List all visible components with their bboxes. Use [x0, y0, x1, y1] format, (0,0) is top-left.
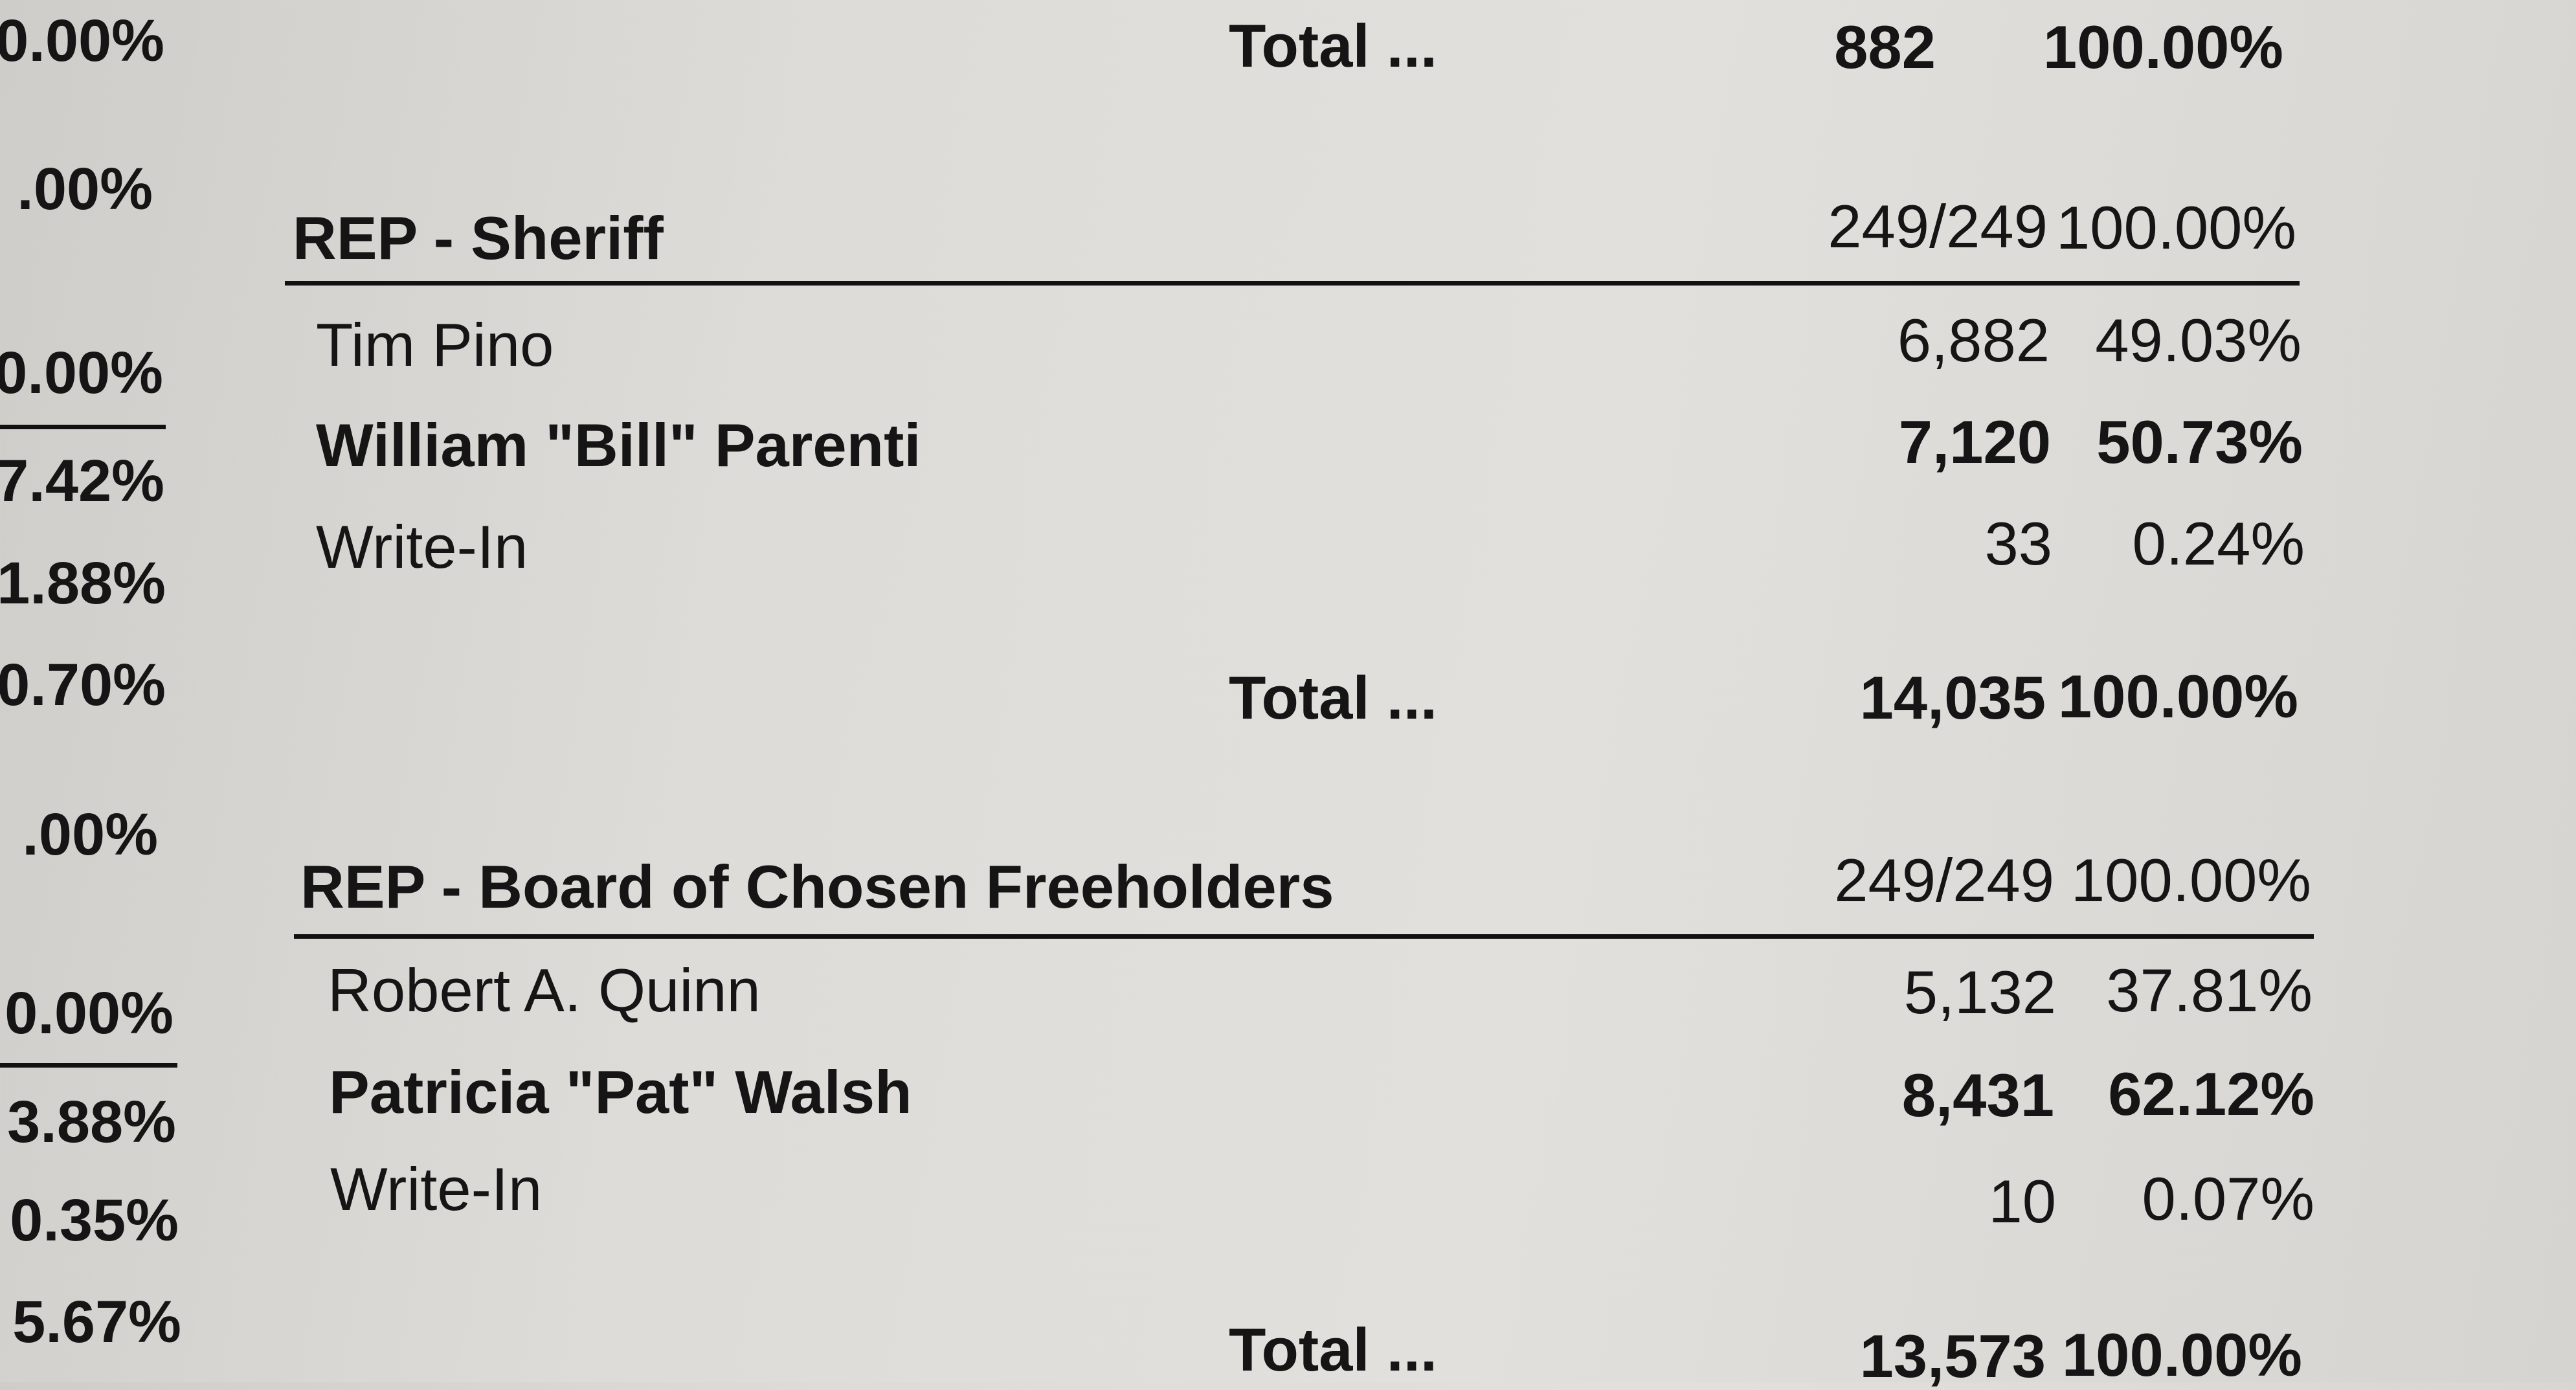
candidate-percent: 0.07%	[2142, 1165, 2314, 1233]
total-votes: 882	[1834, 13, 1936, 81]
contest-divider	[294, 934, 2314, 939]
candidate-percent: 49.03%	[2095, 306, 2302, 374]
candidate-votes: 8,431	[1901, 1061, 2054, 1129]
divider	[0, 425, 166, 429]
total-label: Total ...	[1229, 664, 1438, 732]
candidate-votes: 10	[1988, 1167, 2056, 1235]
total-label: Total ...	[1229, 1316, 1438, 1384]
total-percent: 100.00%	[2057, 662, 2298, 730]
total-votes: 13,573	[1859, 1322, 2046, 1390]
left-column-value: 0.00%	[0, 340, 163, 406]
candidate-name: William "Bill" Parenti	[316, 411, 921, 479]
candidate-name: Tim Pino	[316, 311, 554, 379]
left-column-value: 5.67%	[12, 1289, 181, 1355]
left-column-value: 3.88%	[7, 1089, 176, 1155]
left-column-value: 0.70%	[0, 652, 166, 718]
candidate-votes: 33	[1984, 510, 2052, 577]
precincts-percent: 100.00%	[2055, 194, 2296, 262]
left-column-value: .00%	[17, 156, 153, 222]
candidate-name: Robert A. Quinn	[328, 956, 761, 1024]
total-label: Total ...	[1229, 12, 1438, 80]
left-column-value: 0.00%	[5, 980, 174, 1046]
candidate-votes: 7,120	[1898, 408, 2051, 476]
candidate-votes: 5,132	[1903, 958, 2056, 1026]
left-column-value: 7.42%	[0, 448, 164, 514]
precincts-percent: 100.00%	[2070, 846, 2311, 914]
precincts-reporting: 249/249	[1834, 846, 2054, 914]
candidate-percent: 50.73%	[2096, 408, 2303, 476]
contest-divider	[285, 281, 2300, 286]
total-percent: 100.00%	[2061, 1321, 2302, 1389]
candidate-name: Write-In	[330, 1155, 543, 1223]
candidate-name: Patricia "Pat" Walsh	[329, 1058, 912, 1126]
candidate-percent: 37.81%	[2106, 956, 2313, 1024]
left-column-value: 0.35%	[10, 1187, 179, 1253]
candidate-percent: 62.12%	[2108, 1060, 2314, 1128]
candidate-name: Write-In	[316, 513, 528, 581]
divider	[0, 1063, 177, 1068]
precincts-reporting: 249/249	[1828, 192, 2048, 260]
candidate-percent: 0.24%	[2132, 510, 2305, 577]
left-column-value: 0.00%	[0, 8, 164, 74]
total-percent: 100.00%	[2043, 13, 2283, 81]
contest-title: REP - Board of Chosen Freeholders	[300, 853, 1334, 921]
contest-title: REP - Sheriff	[293, 204, 664, 272]
left-column-value: .00%	[22, 801, 158, 868]
total-votes: 14,035	[1859, 664, 2046, 732]
candidate-votes: 6,882	[1897, 306, 2050, 374]
left-column-value: 1.88%	[0, 550, 166, 616]
